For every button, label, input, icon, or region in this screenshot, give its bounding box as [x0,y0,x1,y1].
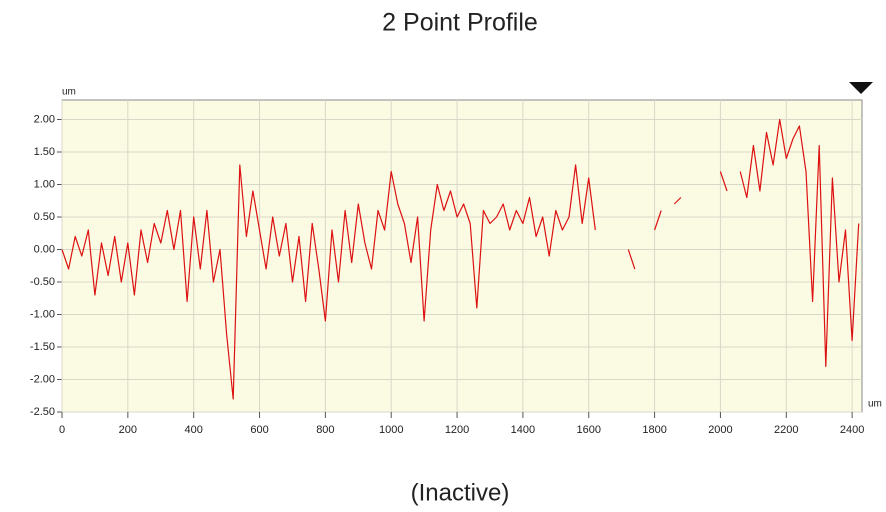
x-tick-label: 2000 [708,424,732,436]
x-tick-label: 1600 [577,424,601,436]
x-tick-label: 1200 [445,424,469,436]
y-tick-label: 2.00 [34,113,55,125]
x-tick-label: 400 [185,424,203,436]
y-axis-label: um [62,87,76,98]
status-annotation: (Inactive) [411,479,510,506]
y-tick-label: -2.50 [30,406,55,418]
y-tick-label: 1.00 [34,178,55,190]
x-tick-label: 1800 [642,424,666,436]
x-tick-label: 800 [316,424,334,436]
plot-area [61,99,863,413]
y-tick-label: -1.50 [30,341,55,353]
y-tick-label: -0.50 [30,276,55,288]
chart-title: 2 Point Profile [382,9,538,37]
y-tick-label: -1.00 [30,308,55,320]
y-tick-label: 1.50 [34,146,55,158]
x-tick-label: 2200 [774,424,798,436]
marker-triangle [849,82,873,94]
x-tick-label: 2400 [840,424,864,436]
y-tick-label: 0.00 [34,243,55,255]
y-tick-label: 0.50 [34,211,55,223]
x-tick-label: 1000 [379,424,403,436]
x-axis-label: um [868,399,882,410]
y-tick-label: -2.00 [30,373,55,385]
profile-line [61,118,860,400]
x-tick-label: 200 [119,424,137,436]
x-tick-label: 0 [59,424,65,436]
x-tick-label: 600 [250,424,268,436]
x-tick-label: 1400 [511,424,535,436]
